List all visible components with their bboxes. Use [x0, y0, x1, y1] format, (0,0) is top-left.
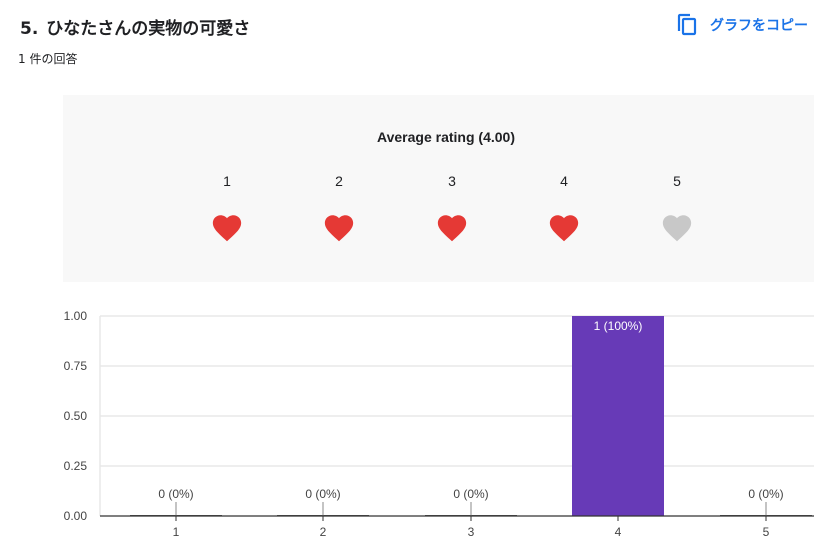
bar-data-label: 1 (100%) — [594, 319, 643, 333]
question-title: 5. ひなたさんの実物の可愛さ — [20, 14, 250, 39]
rating-level-5: 5 — [657, 173, 697, 245]
bar-data-label: 0 (0%) — [748, 487, 783, 501]
x-tick-label: 1 — [173, 525, 180, 539]
y-tick-label: 0.25 — [64, 459, 88, 473]
rating-level-label: 3 — [448, 173, 456, 189]
rating-level-4: 4 — [544, 173, 584, 245]
heart-icon — [662, 215, 692, 242]
bar — [572, 316, 664, 516]
x-tick-label: 4 — [615, 525, 622, 539]
y-tick-label: 0.50 — [64, 409, 88, 423]
question-title-part-2: さんの — [97, 19, 149, 39]
response-count: 1 件の回答 — [18, 52, 78, 66]
y-tick-label: 1.00 — [64, 309, 88, 323]
bar-chart: 0.00 0.25 0.50 0.75 1.00 0 (0%) 1 0 (0%) 2 0 (0%)… — [64, 309, 814, 539]
question-title-part-1: ひなた — [46, 19, 98, 39]
bar-data-label: 0 (0%) — [158, 487, 193, 501]
heart-icon — [437, 215, 467, 242]
question-title-part-3: 実物の可愛さ — [148, 19, 251, 39]
x-tick-label: 2 — [320, 525, 327, 539]
x-tick-label: 5 — [763, 525, 770, 539]
copy-chart-label: グラフをコピー — [710, 18, 808, 34]
y-tick-label: 0.75 — [64, 359, 88, 373]
rating-level-3: 3 — [432, 173, 472, 245]
heart-icon — [549, 215, 579, 242]
y-tick-label: 0.00 — [64, 509, 88, 523]
rating-level-1: 1 — [207, 173, 247, 245]
rating-level-label: 1 — [223, 173, 231, 189]
average-rating-title: Average rating (4.00) — [377, 129, 515, 145]
bar-data-label: 0 (0%) — [305, 487, 340, 501]
heart-icon — [212, 215, 242, 242]
rating-level-label: 2 — [335, 173, 343, 189]
question-number: 5. — [20, 19, 39, 39]
rating-level-label: 5 — [673, 173, 681, 189]
copy-chart-button[interactable]: グラフをコピー — [676, 10, 808, 40]
rating-summary-panel: Average rating (4.00) 1 2 3 4 5 — [63, 95, 814, 282]
x-tick-label: 3 — [468, 525, 475, 539]
rating-level-label: 4 — [560, 173, 568, 189]
rating-level-2: 2 — [319, 173, 359, 245]
copy-icon — [677, 13, 697, 36]
bar-data-label: 0 (0%) — [453, 487, 488, 501]
heart-icon — [324, 215, 354, 242]
